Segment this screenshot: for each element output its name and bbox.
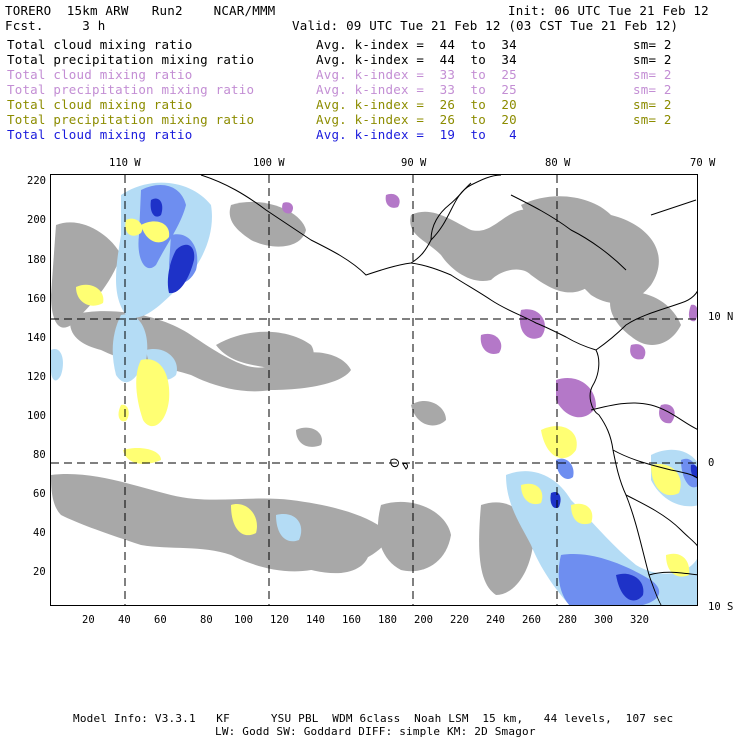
legend-field-7: Total cloud mixing ratio	[7, 127, 193, 142]
legend-kindex-3: Avg. k-index = 33 to 25	[316, 67, 517, 82]
legend-field-3: Total cloud mixing ratio	[7, 67, 193, 82]
x-tick: 100	[234, 614, 253, 626]
y-tick: 220	[27, 175, 46, 187]
y-tick: 40	[33, 527, 46, 539]
x-tick: 300	[594, 614, 613, 626]
legend-field-1: Total cloud mixing ratio	[7, 37, 193, 52]
x-tick: 200	[414, 614, 433, 626]
x-tick: 40	[118, 614, 131, 626]
lon-label-110w: 110 W	[109, 157, 141, 169]
weather-map	[50, 174, 698, 606]
legend-kindex-5: Avg. k-index = 26 to 20	[316, 97, 517, 112]
valid-time: Valid: 09 UTC Tue 21 Feb 12 (03 CST Tue …	[292, 18, 679, 33]
lat-label-10n: 10 N	[708, 311, 734, 323]
x-tick: 180	[378, 614, 397, 626]
yellow-areas	[76, 218, 690, 577]
map-canvas	[51, 175, 697, 605]
legend-kindex-1: Avg. k-index = 44 to 34	[316, 37, 517, 52]
legend-sm-5: sm= 2	[633, 97, 672, 112]
x-tick: 320	[630, 614, 649, 626]
legend-field-4: Total precipitation mixing ratio	[7, 82, 255, 97]
model-title: TORERO 15km ARW Run2 NCAR/MMM	[5, 3, 276, 18]
x-tick: 120	[270, 614, 289, 626]
legend-field-6: Total precipitation mixing ratio	[7, 112, 255, 127]
lon-label-90w: 90 W	[401, 157, 427, 169]
x-tick: 80	[200, 614, 213, 626]
legend-sm-6: sm= 2	[633, 112, 672, 127]
lat-label-0: 0	[708, 457, 715, 469]
x-tick: 20	[82, 614, 95, 626]
x-tick: 240	[486, 614, 505, 626]
model-info: Model Info: V3.3.1 KF YSU PBL WDM 6class…	[73, 712, 674, 725]
x-tick: 260	[522, 614, 541, 626]
x-tick: 280	[558, 614, 577, 626]
lon-label-80w: 80 W	[545, 157, 571, 169]
purple-areas	[282, 193, 697, 424]
legend-sm-1: sm= 2	[633, 37, 672, 52]
y-tick: 140	[27, 332, 46, 344]
forecast-hour: Fcst. 3 h	[5, 18, 106, 33]
legend-field-5: Total cloud mixing ratio	[7, 97, 193, 112]
legend-kindex-2: Avg. k-index = 44 to 34	[316, 52, 517, 67]
x-tick: 220	[450, 614, 469, 626]
legend-kindex-4: Avg. k-index = 33 to 25	[316, 82, 517, 97]
coastlines	[200, 175, 697, 605]
y-tick: 180	[27, 254, 46, 266]
y-tick: 160	[27, 293, 46, 305]
lon-label-70w: 70 W	[690, 157, 716, 169]
y-tick: 20	[33, 566, 46, 578]
x-tick: 140	[306, 614, 325, 626]
lon-label-100w: 100 W	[253, 157, 285, 169]
legend-kindex-6: Avg. k-index = 26 to 20	[316, 112, 517, 127]
y-tick: 80	[33, 449, 46, 461]
gray-cloud-areas	[51, 196, 681, 595]
legend-field-2: Total precipitation mixing ratio	[7, 52, 255, 67]
y-tick: 120	[27, 371, 46, 383]
y-tick: 100	[27, 410, 46, 422]
y-tick: 200	[27, 214, 46, 226]
legend-sm-4: sm= 2	[633, 82, 672, 97]
init-time: Init: 06 UTC Tue 21 Feb 12	[508, 3, 709, 18]
legend-sm-2: sm= 2	[633, 52, 672, 67]
graticule	[51, 175, 697, 605]
legend-sm-3: sm= 2	[633, 67, 672, 82]
physics-info: LW: Godd SW: Goddard DIFF: simple KM: 2D…	[215, 725, 536, 738]
lat-label-10s: 10 S	[708, 601, 734, 613]
x-tick: 160	[342, 614, 361, 626]
y-tick: 60	[33, 488, 46, 500]
dark-blue-areas	[150, 198, 697, 601]
legend-kindex-7: Avg. k-index = 19 to 4	[316, 127, 517, 142]
x-tick: 60	[154, 614, 167, 626]
